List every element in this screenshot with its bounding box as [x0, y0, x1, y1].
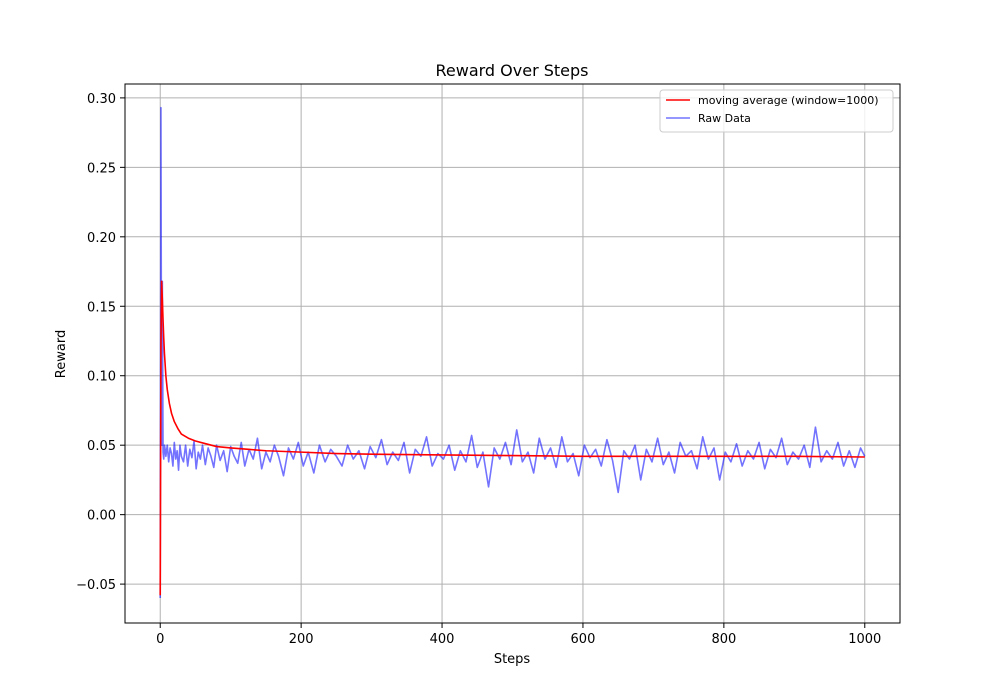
x-axis-label: Steps: [494, 652, 531, 667]
y-tick-label: 0.30: [87, 92, 116, 107]
raw-data-line: [159, 106, 866, 598]
y-axis-label: Reward: [54, 330, 69, 378]
grid: [125, 84, 900, 623]
y-tick-label: −0.05: [76, 578, 116, 593]
y-tick-label: 0.00: [87, 509, 116, 524]
x-tick-label: 200: [289, 632, 314, 647]
ticks: 0 200 400 600 800 1000 −0.05 0.00 0.05 0.10 0.15 0.…: [76, 92, 881, 647]
x-tick-label: 600: [571, 632, 596, 647]
y-tick-label: 0.20: [87, 231, 116, 246]
x-tick-label: 0: [156, 632, 164, 647]
legend-label-moving-average: moving average (window=1000): [698, 94, 879, 107]
y-tick-label: 0.25: [87, 161, 116, 176]
chart-title: Reward Over Steps: [435, 61, 588, 80]
x-tick-label: 400: [430, 632, 455, 647]
legend-label-raw-data: Raw Data: [698, 112, 751, 125]
legend: moving average (window=1000) Raw Data: [659, 89, 894, 133]
x-tick-label: 1000: [848, 632, 881, 647]
legend-box: [659, 89, 894, 133]
plot-frame: [124, 83, 901, 624]
y-tick-label: 0.15: [87, 300, 116, 315]
y-tick-label: 0.05: [87, 439, 116, 454]
y-tick-label: 0.10: [87, 370, 116, 385]
x-tick-label: 800: [711, 632, 736, 647]
series-layer: [159, 106, 866, 598]
moving-average-line: [159, 280, 865, 596]
